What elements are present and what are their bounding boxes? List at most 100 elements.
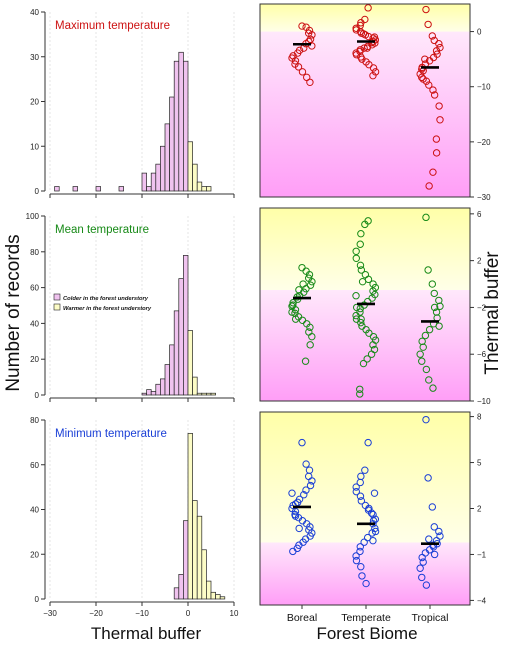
x-tick-label: −10 [135, 609, 149, 618]
y-tick-label: 10 [30, 142, 39, 151]
data-point [288, 489, 296, 497]
data-point [419, 558, 427, 566]
y-tick-label: 60 [30, 284, 39, 293]
y-tick-label: 40 [30, 506, 39, 515]
data-point [294, 63, 303, 71]
data-point [356, 261, 365, 270]
data-point [430, 303, 439, 312]
data-point [425, 376, 433, 384]
histogram-bar [201, 549, 207, 600]
data-point [432, 308, 441, 316]
panel-title: Mean temperature [55, 224, 149, 236]
data-point [432, 149, 441, 157]
data-point [422, 5, 430, 14]
legend-swatch [53, 303, 61, 311]
histogram-bar [206, 392, 212, 396]
data-point [289, 547, 297, 556]
histogram-bar [118, 186, 124, 192]
histogram-bar [173, 310, 180, 396]
histogram-bar [219, 596, 226, 600]
data-point [432, 47, 441, 55]
data-point [369, 536, 377, 545]
data-point [361, 220, 369, 229]
data-point [360, 538, 368, 546]
data-point [352, 247, 360, 255]
data-point [357, 497, 366, 505]
histogram-bar [206, 186, 212, 192]
data-point [367, 350, 376, 358]
data-point [369, 64, 378, 72]
data-point [358, 572, 366, 580]
data-point [416, 564, 424, 572]
histogram-bar [160, 145, 166, 192]
y-tick-label: −30 [477, 193, 491, 202]
data-point [422, 581, 431, 589]
data-point [306, 78, 314, 87]
histogram-bar [183, 255, 189, 396]
data-point [362, 579, 370, 588]
histogram-bar [196, 515, 203, 600]
data-point [416, 350, 424, 358]
data-point [308, 477, 316, 485]
data-point [357, 318, 365, 327]
data-point [436, 116, 444, 124]
data-point [371, 68, 380, 76]
data-point [358, 277, 367, 286]
strip-min: 8 5 2 −1 −4 Boreal Temperate Tropical [259, 411, 487, 624]
data-point [424, 474, 432, 482]
data-point [295, 286, 303, 294]
data-point [357, 230, 365, 238]
data-point [308, 332, 316, 341]
x-left-axis-title: Thermal buffer [91, 624, 202, 643]
data-point [430, 289, 438, 298]
data-point [356, 547, 364, 556]
histogram-bar [192, 163, 198, 192]
data-point [371, 527, 380, 536]
data-point [356, 304, 364, 313]
data-point [288, 308, 296, 316]
data-point [418, 357, 426, 365]
data-point [301, 357, 310, 365]
data-point [352, 552, 360, 560]
x-tick-label: 0 [186, 609, 191, 618]
strip-mean: 6 2 −2 −6 −10 [259, 207, 491, 406]
histogram-bar [201, 186, 207, 192]
histogram-bar [187, 433, 193, 600]
data-point [428, 32, 437, 40]
data-point [291, 507, 300, 516]
y-tick-label: 0 [35, 595, 40, 604]
y-tick-label: 2 [477, 505, 482, 514]
data-point [430, 91, 439, 99]
histogram-mean: 0 20 40 60 80 100 Mean temperature Colder in th… [26, 212, 235, 402]
data-point [352, 487, 360, 496]
data-point [371, 515, 380, 523]
data-point [369, 341, 377, 349]
y-tick-label: 80 [30, 248, 39, 257]
data-point [418, 73, 426, 82]
data-point [305, 270, 314, 279]
histogram-bar [210, 392, 216, 396]
data-point [357, 19, 365, 27]
histogram-bar [178, 574, 184, 600]
data-point [418, 553, 426, 562]
data-point [356, 390, 364, 398]
legend-label: Colder in the forest understory [63, 296, 149, 302]
data-point [364, 4, 372, 12]
data-point [302, 460, 310, 468]
histogram-bar [196, 181, 203, 192]
histogram-bar [141, 172, 147, 192]
y-tick-label: −1 [477, 550, 487, 559]
y-right-axis-title: Thermal buffer [482, 251, 503, 375]
data-point [435, 40, 443, 48]
histogram-bar [146, 389, 152, 396]
data-point [425, 182, 433, 190]
category-label: Temperate [341, 612, 391, 624]
histogram-bar [201, 392, 207, 396]
y-tick-label: −10 [477, 83, 491, 92]
data-point [429, 168, 437, 176]
data-point [295, 524, 303, 533]
histogram-bar [173, 587, 180, 600]
histogram-bar [169, 96, 175, 192]
data-point [435, 322, 443, 330]
